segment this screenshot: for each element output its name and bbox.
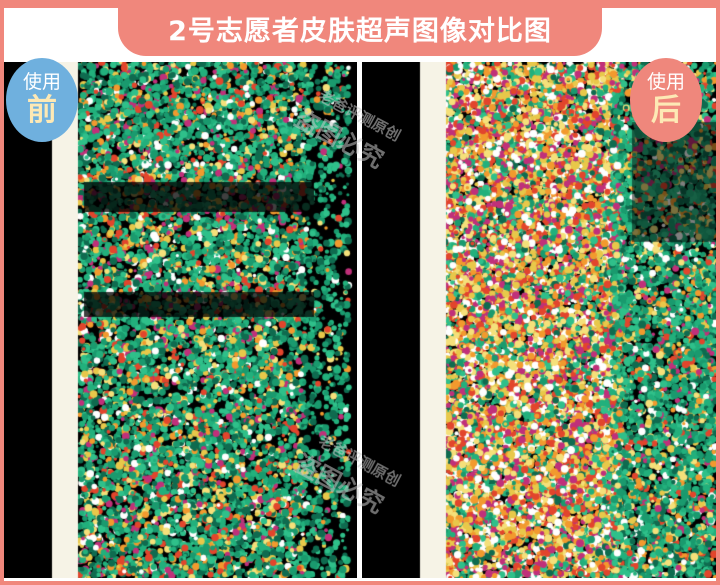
before-badge: 使用 前 [6,58,78,142]
ultrasound-image-after [362,62,716,578]
divider [357,62,362,578]
after-badge: 使用 后 [630,58,702,142]
title-banner: 2号志愿者皮肤超声图像对比图 [118,0,602,56]
after-badge-line2: 后 [651,93,681,128]
ultrasound-image-before [4,62,357,578]
before-badge-line2: 前 [27,93,57,128]
after-badge-line1: 使用 [646,71,685,93]
page-title: 2号志愿者皮肤超声图像对比图 [168,15,552,47]
before-badge-line1: 使用 [22,71,61,93]
